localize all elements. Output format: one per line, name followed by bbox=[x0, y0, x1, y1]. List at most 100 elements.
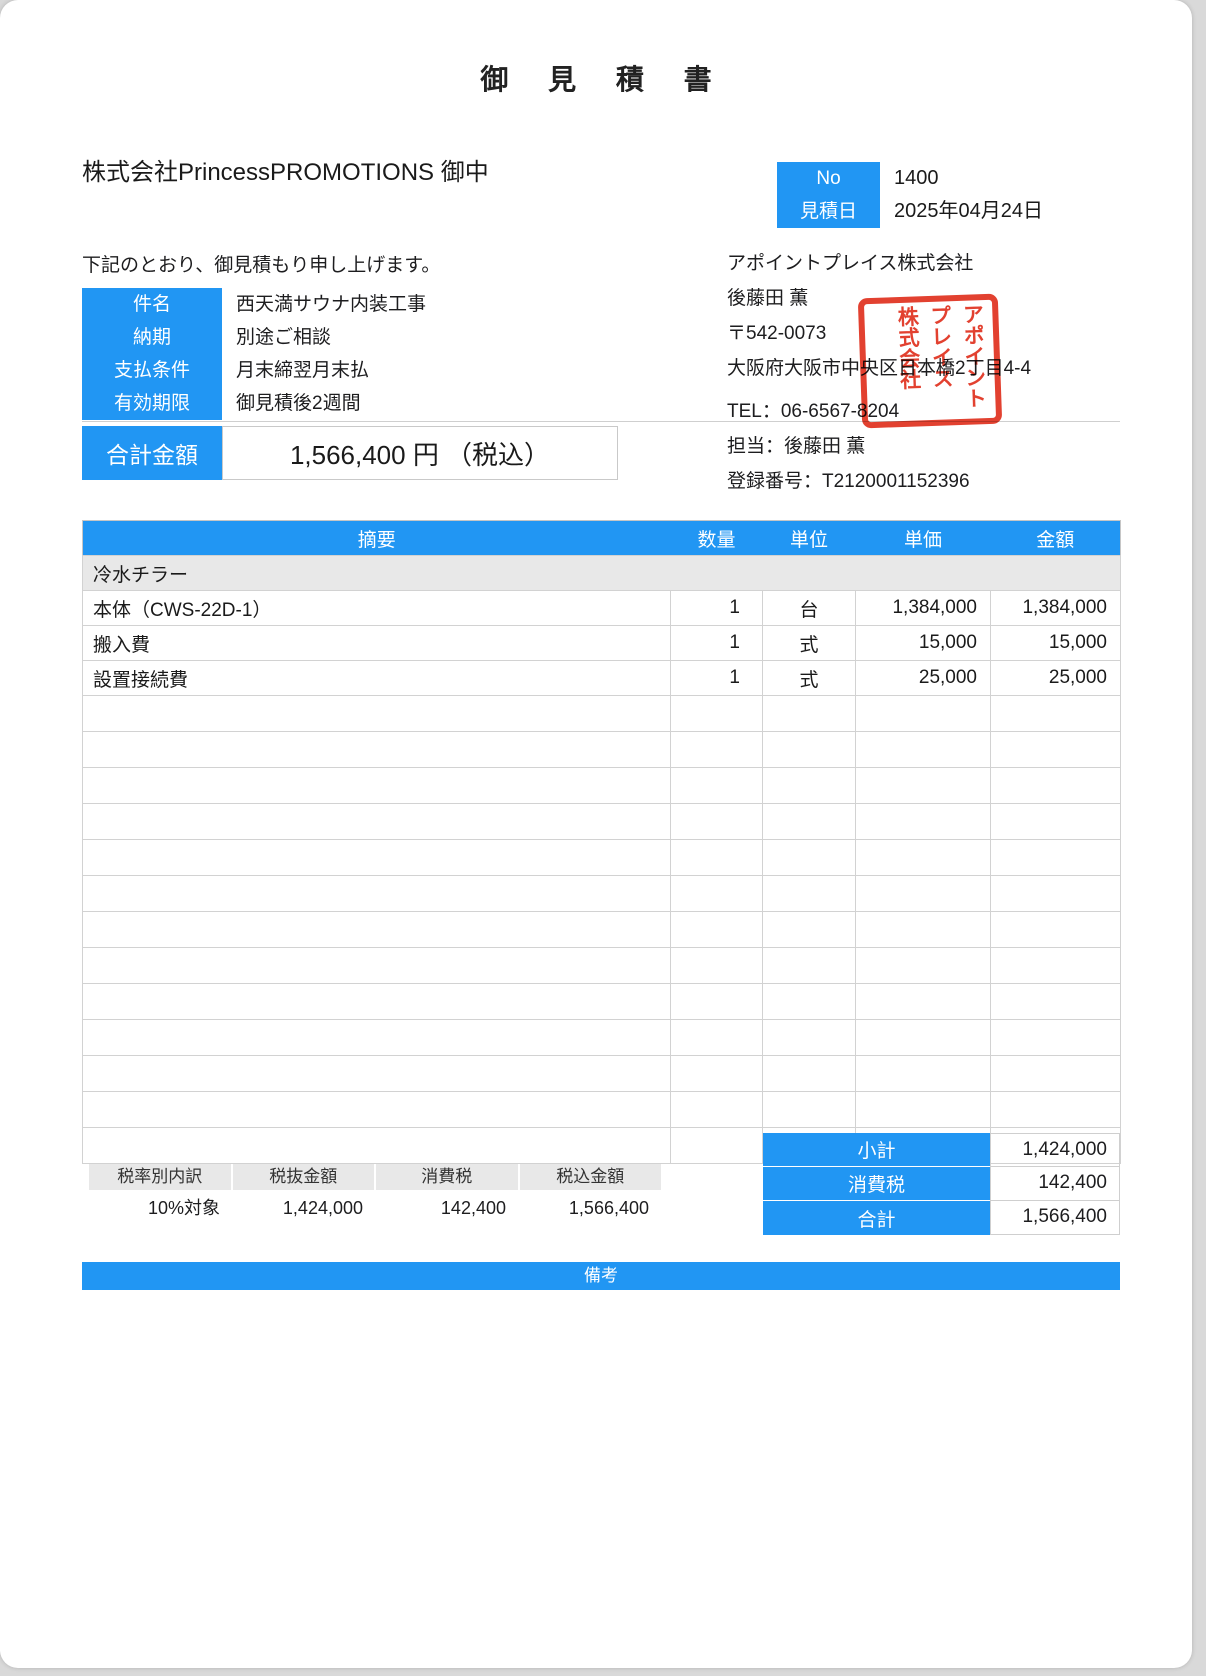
payment-terms-value: 月末締翌月末払 bbox=[236, 360, 370, 381]
item-unit-price: 1,384,000 bbox=[855, 590, 991, 626]
issuer-registration-number: 登録番号：T2120001152396 bbox=[727, 471, 970, 492]
tax-value-row: 10%対象 1,424,000 142,400 1,566,400 bbox=[89, 1190, 661, 1224]
issuer-postal-code: 〒542-0073 bbox=[727, 323, 827, 344]
seal-column-2: プレイス bbox=[927, 304, 954, 390]
item-description: 本体（CWS-22D-1） bbox=[82, 590, 671, 626]
condition-row: 支払条件 月末締翌月末払 bbox=[82, 354, 426, 387]
empty-item-row bbox=[82, 1055, 1121, 1092]
empty-item-row bbox=[82, 695, 1121, 732]
empty-item-row bbox=[82, 1091, 1121, 1128]
header-amount: 金額 bbox=[990, 520, 1121, 556]
item-unit: 式 bbox=[762, 660, 856, 696]
item-amount: 25,000 bbox=[990, 660, 1121, 696]
issuer-address: 大阪府大阪市中央区日本橋2丁目4-4 bbox=[727, 358, 1032, 379]
tax-row: 消費税 142,400 bbox=[763, 1167, 1120, 1201]
issuer-company-name: アポイントプレイス株式会社 bbox=[727, 253, 974, 274]
item-quantity: 1 bbox=[670, 590, 763, 626]
seal-column-3: 株式会社 bbox=[894, 305, 921, 391]
tax-value: 142,400 bbox=[990, 1167, 1120, 1201]
total-amount-label: 合計金額 bbox=[82, 426, 222, 480]
condition-row: 納期 別途ご相談 bbox=[82, 321, 426, 354]
items-table: 摘要 数量 単位 単価 金額 冷水チラー 本体（CWS-22D-1） 1 台 1… bbox=[82, 520, 1121, 1164]
issuer-block: アポイントプレイス株式会社 後藤田 薫 〒542-0073 大阪府大阪市中央区日… bbox=[727, 246, 1031, 499]
estimate-conditions: 件名 西天満サウナ内装工事 納期 別途ご相談 支払条件 月末締翌月末払 有効期限… bbox=[82, 288, 426, 420]
grand-total-row: 合計 1,566,400 bbox=[763, 1201, 1120, 1235]
condition-row: 件名 西天満サウナ内装工事 bbox=[82, 288, 426, 321]
item-row: 搬入費 1 式 15,000 15,000 bbox=[82, 625, 1121, 661]
summary-table: 小計 1,424,000 消費税 142,400 合計 1,566,400 bbox=[763, 1133, 1120, 1235]
tax-rate-header: 税率別内訳 bbox=[89, 1164, 231, 1190]
items-header-row: 摘要 数量 単位 単価 金額 bbox=[82, 520, 1121, 556]
notes-header: 備考 bbox=[82, 1262, 1120, 1290]
item-amount: 15,000 bbox=[990, 625, 1121, 661]
total-amount-row: 合計金額 1,566,400 円 （税込） bbox=[82, 426, 618, 480]
item-unit-price: 15,000 bbox=[855, 625, 991, 661]
customer-name: 株式会社PrincessPROMOTIONS 御中 bbox=[82, 159, 489, 186]
item-quantity: 1 bbox=[670, 660, 763, 696]
estimate-meta: No 見積日 1400 2025年04月24日 bbox=[777, 162, 1043, 228]
item-row: 設置接続費 1 式 25,000 25,000 bbox=[82, 660, 1121, 696]
payment-terms-label: 支払条件 bbox=[82, 354, 222, 387]
greeting-text: 下記のとおり、御見積もり申し上げます。 bbox=[82, 255, 441, 276]
estimate-date-value: 2025年04月24日 bbox=[894, 200, 1043, 222]
empty-item-row bbox=[82, 911, 1121, 948]
total-divider bbox=[82, 421, 1120, 422]
item-unit-price: 25,000 bbox=[855, 660, 991, 696]
subject-value: 西天満サウナ内装工事 bbox=[236, 294, 427, 315]
tax-exclusive-value: 1,424,000 bbox=[282, 1198, 363, 1218]
empty-item-row bbox=[82, 767, 1121, 804]
tax-amount-value: 142,400 bbox=[440, 1198, 506, 1218]
empty-item-row bbox=[82, 947, 1121, 984]
empty-item-row bbox=[82, 1019, 1121, 1056]
subtotal-label: 小計 bbox=[763, 1133, 990, 1167]
item-unit: 台 bbox=[762, 590, 856, 626]
validity-value: 御見積後2週間 bbox=[236, 393, 361, 414]
header-quantity: 数量 bbox=[670, 520, 763, 556]
tax-inclusive-value: 1,566,400 bbox=[568, 1198, 649, 1218]
delivery-label: 納期 bbox=[82, 321, 222, 354]
estimate-date-label: 見積日 bbox=[799, 201, 857, 222]
item-unit: 式 bbox=[762, 625, 856, 661]
company-seal-stamp: アポイント プレイス 株式会社 bbox=[857, 293, 1003, 429]
issuer-tel: TEL：06-6567-8204 bbox=[727, 401, 900, 422]
validity-label: 有効期限 bbox=[82, 387, 222, 420]
empty-item-row bbox=[82, 803, 1121, 840]
item-row: 本体（CWS-22D-1） 1 台 1,384,000 1,384,000 bbox=[82, 590, 1121, 626]
item-description: 搬入費 bbox=[82, 625, 671, 661]
subject-label: 件名 bbox=[82, 288, 222, 321]
item-description: 設置接続費 bbox=[82, 660, 671, 696]
meta-label-column: No 見積日 bbox=[777, 162, 880, 228]
delivery-value: 別途ご相談 bbox=[236, 327, 332, 348]
empty-item-row bbox=[82, 875, 1121, 912]
tax-amount-header: 消費税 bbox=[376, 1164, 518, 1190]
estimate-no-value: 1400 bbox=[894, 167, 939, 189]
empty-item-row bbox=[82, 731, 1121, 768]
subtotal-row: 小計 1,424,000 bbox=[763, 1133, 1120, 1167]
tax-header-row: 税率別内訳 税抜金額 消費税 税込金額 bbox=[89, 1164, 661, 1190]
tax-exclusive-header: 税抜金額 bbox=[232, 1164, 374, 1190]
tax-breakdown-table: 税率別内訳 税抜金額 消費税 税込金額 10%対象 1,424,000 142,… bbox=[89, 1164, 661, 1224]
category-row: 冷水チラー bbox=[82, 555, 1121, 591]
header-unit-price: 単価 bbox=[855, 520, 991, 556]
total-amount-value: 1,566,400 円 （税込） bbox=[222, 426, 618, 480]
subtotal-value: 1,424,000 bbox=[990, 1133, 1120, 1167]
tax-inclusive-header: 税込金額 bbox=[519, 1164, 661, 1190]
header-description: 摘要 bbox=[82, 520, 671, 556]
empty-item-row bbox=[82, 839, 1121, 876]
estimate-no-label: No bbox=[816, 168, 841, 189]
category-label: 冷水チラー bbox=[82, 555, 1121, 591]
meta-value-column: 1400 2025年04月24日 bbox=[894, 162, 1043, 228]
tax-label: 消費税 bbox=[763, 1167, 990, 1201]
seal-column-1: アポイント bbox=[960, 303, 987, 409]
header-unit: 単位 bbox=[762, 520, 856, 556]
condition-row: 有効期限 御見積後2週間 bbox=[82, 387, 426, 420]
item-amount: 1,384,000 bbox=[990, 590, 1121, 626]
tax-rate-value: 10%対象 bbox=[147, 1198, 220, 1218]
issuer-contact: 担当：後藤田 薫 bbox=[727, 436, 866, 457]
document-title: 御 見 積 書 bbox=[480, 64, 728, 95]
item-quantity: 1 bbox=[670, 625, 763, 661]
grand-total-value: 1,566,400 bbox=[990, 1201, 1120, 1235]
empty-item-row bbox=[82, 983, 1121, 1020]
grand-total-label: 合計 bbox=[763, 1201, 990, 1235]
